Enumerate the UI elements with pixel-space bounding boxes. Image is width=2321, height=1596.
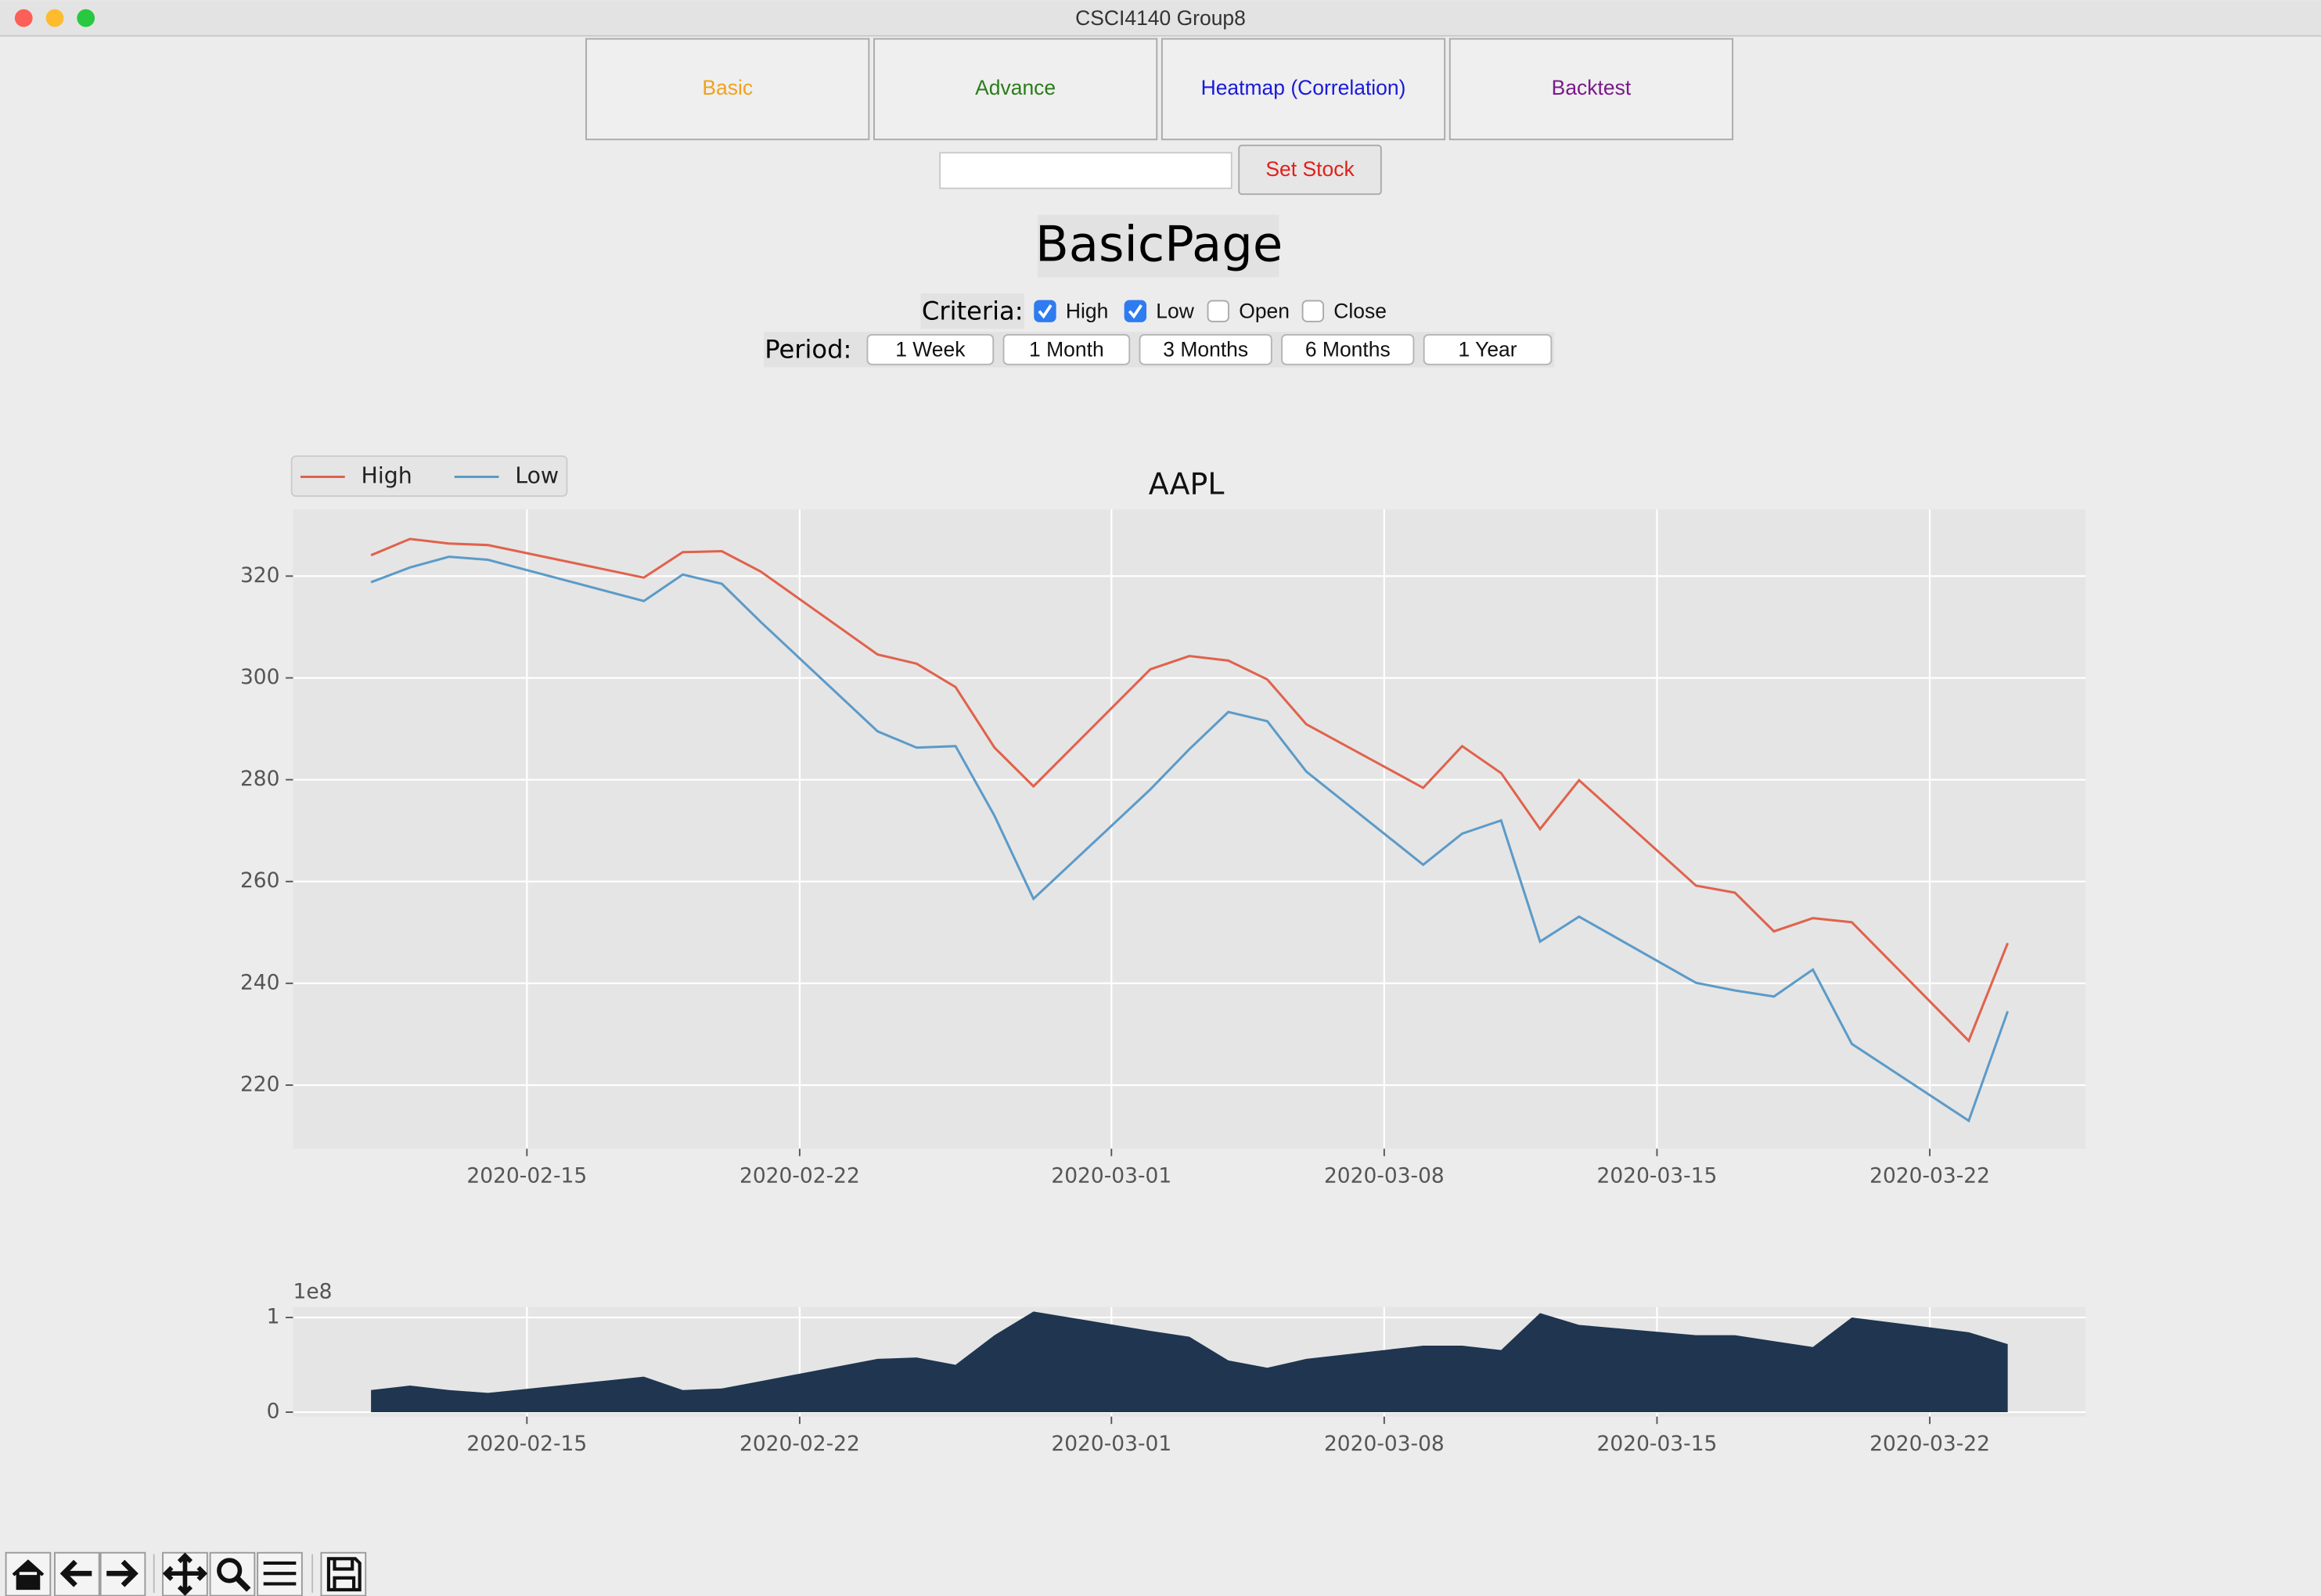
line-series — [370, 555, 2010, 1123]
y-tick-label: 300 — [240, 665, 280, 689]
plot-area — [293, 509, 2086, 1149]
home-icon — [12, 1559, 45, 1591]
criteria-options: High Low Open Close — [1034, 300, 1387, 323]
tab-label: Heatmap (Correlation) — [1201, 76, 1406, 99]
period-button[interactable] — [1139, 333, 1272, 365]
tab-label: Advance — [975, 76, 1056, 99]
legend-box — [290, 455, 568, 498]
period-button[interactable] — [1423, 333, 1553, 365]
x-tick-label: 2020-03-08 — [1324, 1432, 1445, 1456]
y-offset-label: 1e8 — [293, 1279, 333, 1303]
configure-icon — [263, 1561, 297, 1586]
x-tick-label: 2020-03-22 — [1869, 1432, 1990, 1456]
close-button[interactable] — [14, 9, 33, 27]
checkbox-checked[interactable] — [1034, 300, 1056, 322]
title-bar — [0, 0, 2321, 36]
legend-label: High — [362, 463, 412, 489]
zoom-icon — [217, 1558, 243, 1583]
zoom-button[interactable] — [77, 9, 95, 27]
tab-label: Backtest — [1552, 76, 1632, 99]
tab[interactable]: Backtest — [1448, 38, 1734, 141]
tab-label: Basic — [702, 76, 753, 99]
y-tick-label: 1 — [267, 1305, 280, 1329]
page-title: BasicPage — [1035, 215, 1283, 272]
criteria-label: Criteria: — [922, 297, 1024, 326]
toolbar — [5, 1551, 367, 1596]
tab-bg — [1160, 38, 1446, 141]
y-tick-label: 260 — [240, 868, 280, 893]
x-tick-label: 2020-02-22 — [739, 1432, 860, 1456]
period-label: Period: — [765, 335, 851, 365]
y-tick-label: 0 — [267, 1399, 280, 1423]
x-tick-label: 2020-03-15 — [1597, 1432, 1718, 1456]
set-stock-button[interactable] — [1238, 144, 1382, 196]
back-icon — [59, 1559, 92, 1587]
period-button-label: 1 Year — [1459, 338, 1517, 361]
period-options: 1 Week 1 Month 3 Months 6 Months 1 Year — [866, 333, 1553, 365]
tab-bg — [585, 38, 870, 141]
legend-label: Low — [515, 463, 559, 489]
line-series — [370, 537, 2010, 1044]
tab-bar: Basic Advance Heatmap (Correlation) Backtes… — [585, 38, 1734, 141]
charts: 220 240 260 280 300 320 2020-02-15 2020-02-22 20… — [240, 455, 2086, 1456]
x-tick-label: 2020-03-22 — [1869, 1164, 1990, 1188]
y-tick-label: 280 — [240, 767, 280, 791]
period-button-label: 3 Months — [1163, 338, 1248, 361]
x-tick-label: 2020-02-22 — [739, 1164, 860, 1188]
chart: 0 1 2020-02-15 2020-02-22 2020-03-01 2020-03-… — [267, 1279, 2086, 1456]
forward-icon — [106, 1559, 139, 1587]
page-title-bg — [1037, 214, 1279, 278]
checkmark — [1128, 304, 1143, 319]
legend: High Low — [290, 455, 568, 498]
tab[interactable]: Advance — [873, 38, 1158, 141]
period-button-label: 1 Month — [1029, 338, 1104, 361]
y-tick-label: 320 — [240, 563, 280, 588]
zoom-icon-handle — [234, 1576, 251, 1592]
checkbox-label: Close — [1333, 300, 1387, 323]
tab[interactable]: Heatmap (Correlation) — [1160, 38, 1446, 141]
tab[interactable]: Basic — [585, 38, 870, 141]
checkbox-checked[interactable] — [1124, 300, 1147, 322]
save-icon — [326, 1557, 362, 1592]
y-tick-label: 220 — [240, 1072, 280, 1096]
chart: 220 240 260 280 300 320 2020-02-15 2020-02-22 20… — [240, 455, 2086, 1188]
y-tick-label: 240 — [240, 970, 280, 994]
period-button[interactable] — [866, 333, 995, 365]
minimize-button[interactable] — [45, 9, 64, 27]
checkbox-label: Low — [1156, 300, 1194, 323]
period-button-label: 6 Months — [1305, 338, 1391, 361]
checkbox-label: Open — [1239, 300, 1290, 323]
criteria-label-bg — [920, 293, 1024, 329]
x-tick-label: 2020-03-15 — [1597, 1164, 1718, 1188]
x-tick-label: 2020-03-01 — [1051, 1164, 1171, 1188]
period-button[interactable] — [1002, 333, 1131, 365]
stock-input[interactable] — [939, 152, 1232, 189]
checkmark — [1038, 304, 1053, 319]
tab-bg — [873, 38, 1158, 141]
window-title: CSCI4140 Group8 — [1075, 6, 1246, 30]
pan-icon — [162, 1552, 208, 1596]
x-tick-label: 2020-02-15 — [466, 1164, 587, 1188]
checkbox[interactable] — [1301, 300, 1325, 322]
period-button[interactable] — [1281, 333, 1415, 365]
chart-title: AAPL — [1149, 466, 1225, 501]
checkbox[interactable] — [1207, 300, 1229, 322]
x-tick-label: 2020-02-15 — [466, 1432, 587, 1456]
tab-bg — [1448, 38, 1734, 141]
period-button-label: 1 Week — [895, 338, 966, 361]
area-series — [371, 1311, 2008, 1412]
x-tick-label: 2020-03-08 — [1324, 1164, 1445, 1188]
checkbox-label: High — [1066, 300, 1108, 323]
set-stock-label: Set Stock — [1265, 157, 1355, 181]
x-tick-label: 2020-03-01 — [1051, 1432, 1171, 1456]
